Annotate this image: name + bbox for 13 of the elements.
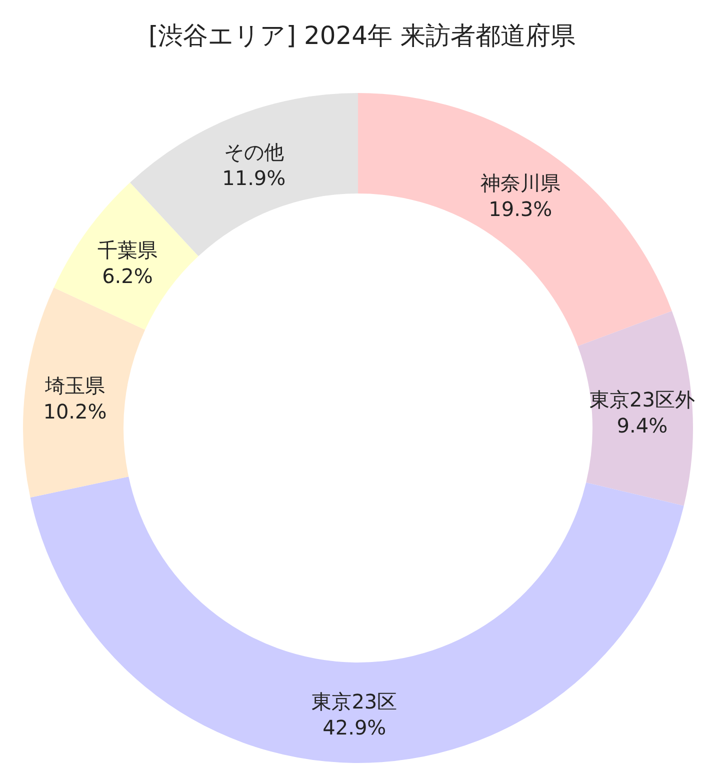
title: [渋谷エリア] 2024年 来訪者都道府県 (148, 21, 576, 50)
data-label: 10.2% (43, 399, 107, 424)
data-label: 19.3% (488, 197, 552, 222)
data-label: 6.2% (102, 264, 153, 288)
slice-label: 東京23区 (312, 690, 398, 714)
data-label: 42.9% (322, 716, 386, 740)
data-label: 11.9% (222, 166, 286, 190)
slice-label: 千葉県 (97, 238, 158, 262)
slice-label: その他 (224, 140, 284, 164)
data-label: 9.4% (616, 414, 668, 438)
slice-label: 埼玉県 (44, 373, 106, 398)
slice-label: 東京23区外 (589, 388, 695, 412)
slice-label: 神奈川県 (480, 171, 560, 196)
